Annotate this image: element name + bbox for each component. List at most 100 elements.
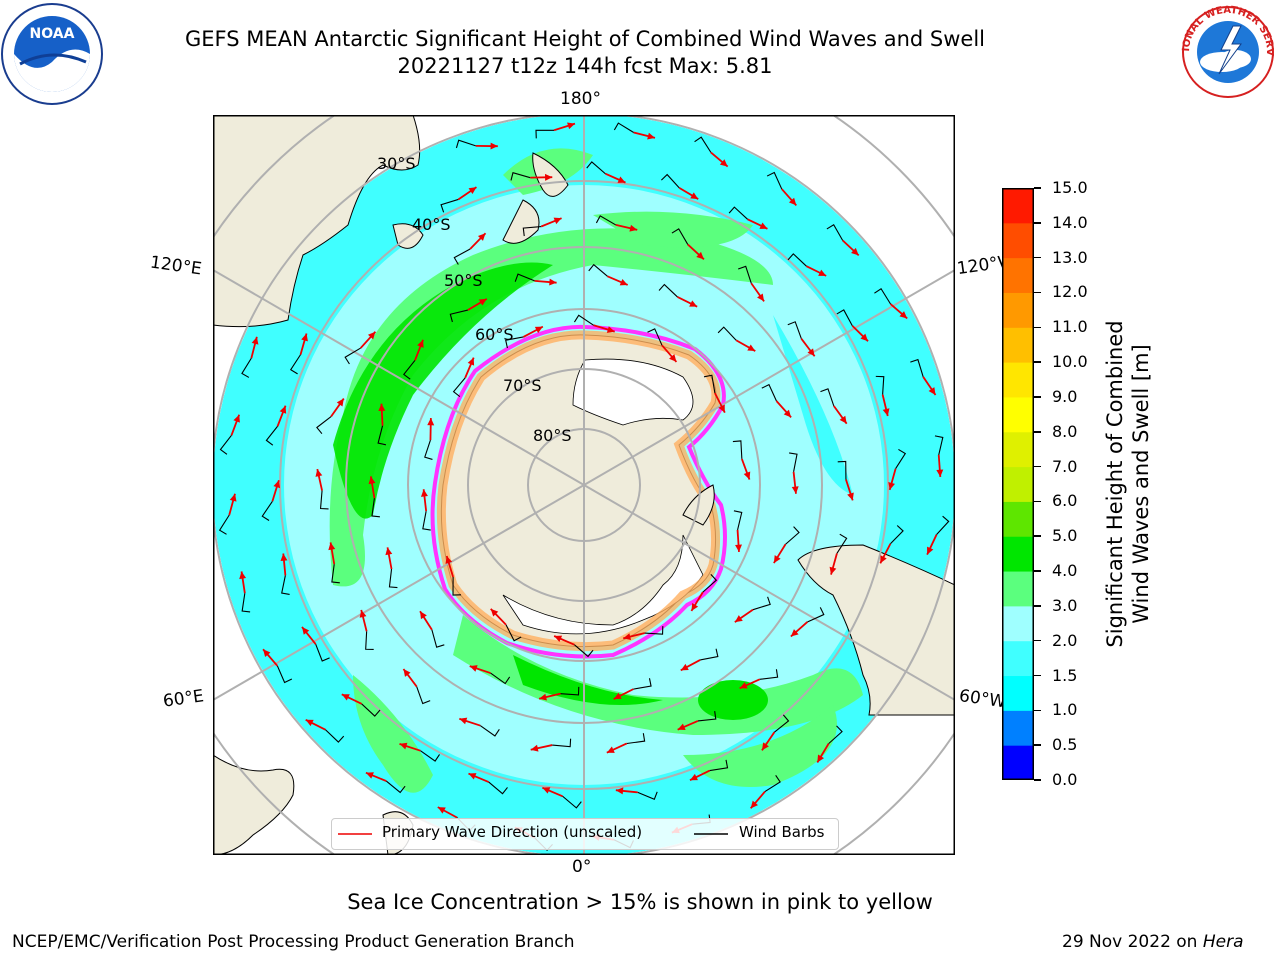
wave-arrow-head — [629, 224, 638, 232]
colorbar-tick-mark — [1034, 535, 1041, 537]
wave-arrow-head — [437, 807, 446, 814]
wave-arrow-head — [680, 663, 689, 671]
colorbar-tick-mark — [1034, 570, 1041, 572]
colorbar-title: Significant Height of Combined Wind Wave… — [1103, 320, 1153, 647]
wind-barb — [424, 439, 433, 460]
wind-barb — [586, 161, 606, 175]
colorbar-tick-label: 0.5 — [1052, 735, 1078, 755]
sea-ice-ring — [436, 330, 721, 652]
wave-arrow-head — [302, 626, 310, 635]
wind-barb — [836, 309, 853, 327]
wave-arrow-head — [888, 482, 895, 490]
wind-barb — [505, 336, 524, 349]
wind-barb — [453, 248, 471, 265]
colorbar-segment — [1002, 571, 1034, 607]
colorbar-tick-label: 12.0 — [1052, 282, 1088, 302]
colorbar-tick-label: 10.0 — [1052, 352, 1088, 372]
wind-barb — [637, 791, 658, 801]
wave-arrow-head — [567, 122, 575, 130]
wave-arrow-head — [829, 566, 837, 575]
wave-arrow-head — [691, 602, 699, 611]
wave-arrow-head — [718, 404, 725, 413]
wind-barb — [702, 573, 718, 593]
colorbar-tick-label: 11.0 — [1052, 317, 1088, 337]
colorbar-tick-label: 4.0 — [1052, 561, 1078, 581]
colorbar-segment — [1002, 640, 1034, 677]
wind-barb — [910, 358, 924, 377]
wave-arrow-head — [385, 547, 393, 556]
wave-arrow-head — [696, 251, 704, 260]
colorbar-tick-mark — [1034, 187, 1041, 189]
wave-arrow-head — [790, 629, 799, 637]
wave-arrow-head — [783, 409, 792, 418]
wind-barb — [661, 173, 680, 189]
wind-barb — [479, 725, 500, 737]
colorbar-tick-mark — [1034, 709, 1041, 712]
wind-barb — [452, 377, 466, 398]
wave-arrow-head — [615, 787, 624, 795]
australia-land — [213, 115, 421, 328]
wind-barb — [895, 448, 907, 470]
wind-barb — [385, 780, 406, 794]
wind-barb — [836, 533, 848, 554]
colorbar-tick-mark — [1034, 605, 1041, 607]
wave-arrow-head — [239, 571, 247, 580]
wave-arrow-head — [534, 326, 543, 334]
wind-barb — [728, 206, 748, 220]
wave-arrow-head — [459, 717, 468, 725]
wave-arrow-head — [689, 773, 698, 781]
colorbar-segment — [1002, 257, 1034, 293]
wave-arrow-head — [539, 693, 547, 701]
wind-barb — [613, 122, 634, 133]
colorbar-tick-mark — [1034, 500, 1041, 503]
wave-arrow-head — [689, 300, 698, 307]
wind-barb — [219, 434, 232, 455]
wave-arrow-head — [882, 408, 890, 417]
wave-arrow-head — [477, 233, 486, 241]
ice-shelf — [502, 534, 704, 635]
wind-barb — [733, 510, 743, 531]
wind-barb — [440, 198, 459, 213]
lat-label-80s: 80°S — [533, 426, 572, 445]
wind-barb — [588, 263, 608, 277]
wind-barb — [573, 314, 594, 326]
map-title: GEFS MEAN Antarctic Significant Height o… — [184, 27, 986, 51]
colorbar-segment — [1002, 327, 1034, 363]
polar-map: 30°S 40°S 50°S 60°S 70°S 80°S — [213, 115, 955, 855]
wave-arrow-head — [367, 331, 376, 340]
sea-ice-caption: Sea Ice Concentration > 15% is shown in … — [347, 890, 933, 914]
wind-barb — [241, 593, 251, 613]
colorbar-segment — [1002, 396, 1034, 433]
colorbar-tick-mark — [1034, 222, 1041, 224]
wind-barb-legend-swatch — [694, 833, 728, 835]
wind-barbs — [218, 122, 950, 852]
wind-barb — [936, 515, 950, 536]
wave-arrow-head — [690, 192, 699, 200]
wind-barb — [510, 172, 531, 181]
wave-arrow-head — [420, 489, 428, 497]
wind-barb — [377, 425, 387, 446]
colorbar-tick-mark — [1034, 396, 1041, 398]
lat-label-40s: 40°S — [412, 215, 451, 234]
wind-barb — [595, 215, 617, 226]
wave-arrow-head — [623, 633, 632, 640]
wind-barb — [265, 425, 279, 446]
wave-arrow-head — [328, 542, 336, 551]
colorbar-segment — [1002, 675, 1034, 711]
colorbar-tick-mark — [1034, 744, 1041, 746]
wave-arrow-head — [359, 609, 367, 618]
wave-arrow-head — [273, 480, 281, 489]
wave-arrow-head — [606, 326, 615, 333]
colorbar-title-line1: Significant Height of Combined — [1103, 320, 1127, 647]
wind-barb — [319, 490, 329, 510]
colorbar-tick-mark — [1034, 639, 1041, 642]
lat-label-60s: 60°S — [475, 325, 514, 344]
credit-date-text: 29 Nov 2022 on — [1062, 932, 1203, 952]
wave-arrow-head — [757, 293, 765, 302]
lon-label-0: 0° — [572, 857, 592, 877]
wind-barb — [626, 733, 646, 745]
colorbar — [1002, 188, 1034, 780]
wind-barb — [281, 575, 290, 595]
wave-arrow-head — [378, 403, 386, 412]
colorbar-tick-label: 8.0 — [1052, 421, 1078, 441]
